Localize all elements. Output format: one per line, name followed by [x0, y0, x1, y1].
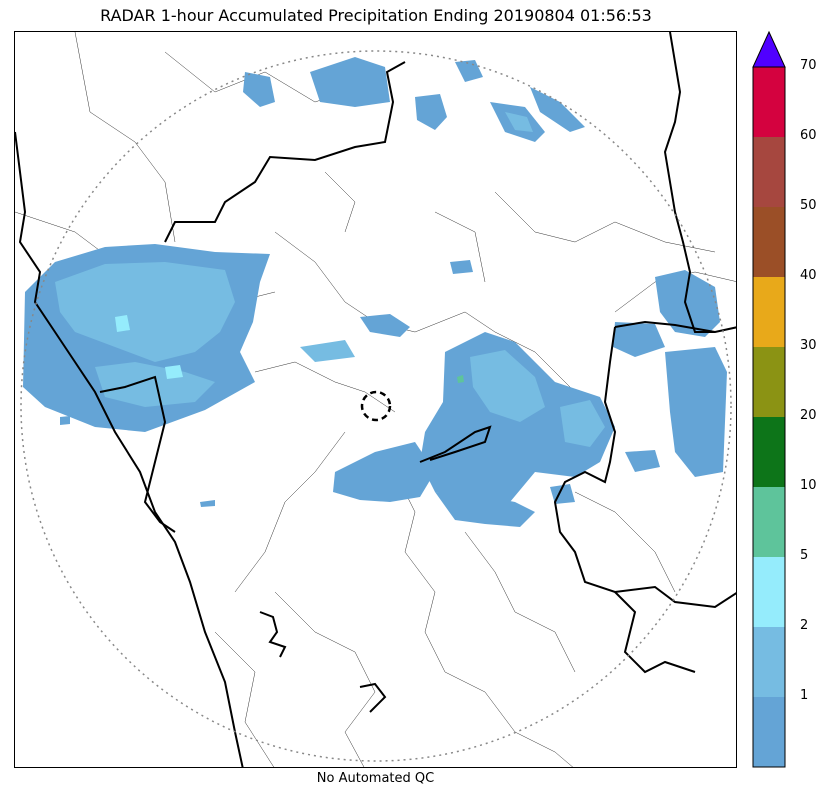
range-ring: [20, 50, 732, 762]
colorbar-segment: [753, 207, 785, 277]
colorbar-segment: [753, 137, 785, 207]
radar-map-canvas: [15, 32, 736, 767]
colorbar-tick-label: 1: [800, 688, 809, 703]
radar-map[interactable]: [14, 31, 737, 768]
colorbar-segment: [753, 417, 785, 487]
colorbar-extend-arrow: [752, 30, 786, 68]
colorbar-segment: [753, 67, 785, 137]
colorbar-segments: [753, 67, 785, 767]
colorbar-segment: [753, 697, 785, 767]
colorbar-tick-label: 10: [800, 478, 817, 493]
precipitation-layer: [23, 57, 727, 527]
colorbar-segment: [753, 627, 785, 697]
map-title: RADAR 1-hour Accumulated Precipitation E…: [100, 6, 652, 25]
colorbar-tick-label: 20: [800, 408, 817, 423]
colorbar-segment: [753, 557, 785, 627]
colorbar-segment: [753, 277, 785, 347]
state-borders: [15, 32, 736, 767]
radar-site-marker: [360, 390, 392, 422]
colorbar-tick-label: 50: [800, 198, 817, 213]
colorbar-tick-label: 40: [800, 268, 817, 283]
colorbar-tick-label: 30: [800, 338, 817, 353]
qc-note: No Automated QC: [316, 771, 435, 786]
colorbar-segment: [753, 487, 785, 557]
colorbar-tick-label: 5: [800, 548, 809, 563]
colorbar-segment: [753, 347, 785, 417]
colorbar-tick-label: 60: [800, 128, 817, 143]
colorbar-tick-label: 2: [800, 618, 809, 633]
colorbar-tick-label: 70: [800, 58, 817, 73]
precipitation-colorbar: [752, 30, 786, 768]
